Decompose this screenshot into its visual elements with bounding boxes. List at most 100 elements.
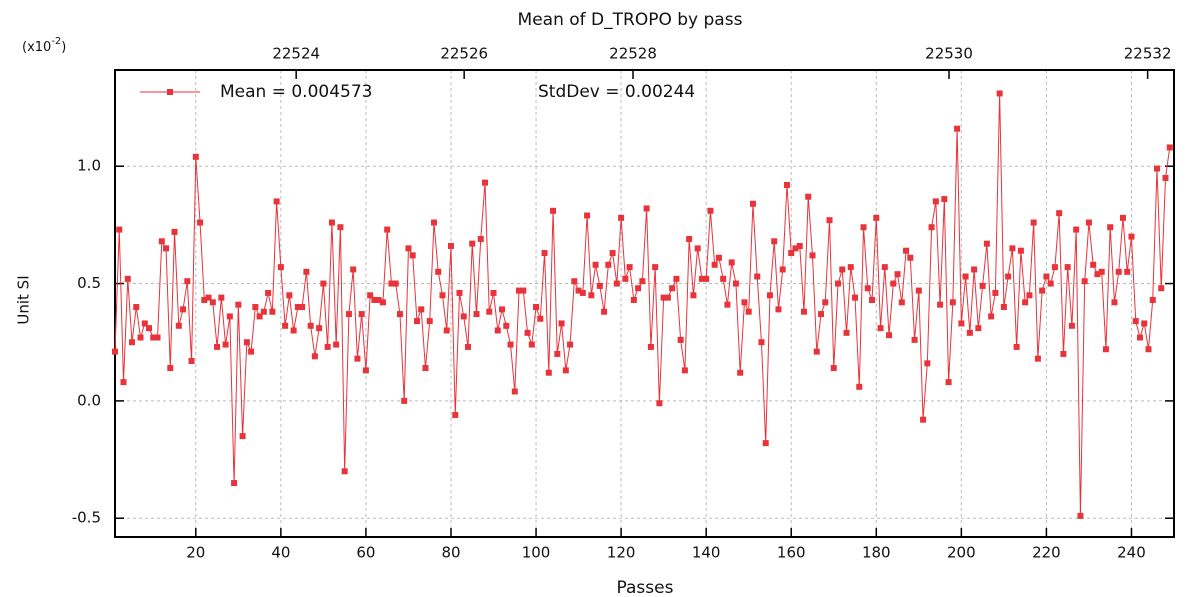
data-marker: [235, 301, 242, 308]
data-marker: [558, 320, 565, 327]
data-marker: [1090, 261, 1097, 268]
data-marker: [328, 219, 335, 226]
data-marker: [924, 360, 931, 367]
data-marker: [788, 250, 795, 257]
data-marker: [435, 268, 442, 275]
data-marker: [371, 296, 378, 303]
data-marker: [1094, 271, 1101, 278]
data-marker: [1077, 512, 1084, 519]
multiplier-prefix: (x10: [22, 40, 51, 55]
data-marker: [214, 343, 221, 350]
data-marker: [426, 318, 433, 325]
data-marker: [686, 235, 693, 242]
data-marker: [337, 224, 344, 231]
data-marker: [792, 245, 799, 252]
data-marker: [822, 299, 829, 306]
data-marker: [248, 348, 255, 355]
data-marker: [146, 325, 153, 332]
data-marker: [307, 322, 314, 329]
data-marker: [1017, 247, 1024, 254]
data-marker: [1166, 144, 1173, 151]
data-marker: [996, 90, 1003, 97]
data-marker: [575, 287, 582, 294]
data-marker: [920, 416, 927, 423]
data-marker: [873, 214, 880, 221]
data-marker: [1051, 264, 1058, 271]
data-marker: [120, 379, 127, 386]
data-marker: [396, 311, 403, 318]
data-marker: [937, 301, 944, 308]
data-marker: [524, 329, 531, 336]
data-marker: [511, 388, 518, 395]
x-tick-label: 200: [947, 544, 976, 562]
data-marker: [694, 245, 701, 252]
data-marker: [1013, 343, 1020, 350]
data-marker: [341, 468, 348, 475]
y-tick-label: -0.5: [72, 509, 101, 527]
data-marker: [800, 308, 807, 315]
data-marker: [835, 280, 842, 287]
data-marker: [311, 353, 318, 360]
data-marker: [915, 287, 922, 294]
x-tick-label: 220: [1032, 544, 1061, 562]
legend-marker: [167, 89, 173, 95]
data-marker: [928, 224, 935, 231]
data-marker: [205, 294, 212, 301]
x-tick-label: 140: [692, 544, 721, 562]
data-marker: [1047, 280, 1054, 287]
x2-tick-label: 22524: [272, 45, 320, 63]
x-tick-label: 60: [356, 544, 375, 562]
data-marker: [567, 341, 574, 348]
data-marker: [192, 153, 199, 160]
data-marker: [1107, 224, 1114, 231]
data-marker: [562, 367, 569, 374]
data-marker: [588, 292, 595, 299]
data-marker: [362, 367, 369, 374]
data-marker: [269, 308, 276, 315]
data-marker: [180, 306, 187, 313]
data-marker: [983, 240, 990, 247]
data-marker: [941, 196, 948, 203]
data-marker: [158, 238, 165, 245]
data-marker: [137, 334, 144, 341]
data-marker: [724, 301, 731, 308]
data-marker: [1000, 304, 1007, 311]
data-marker: [1068, 322, 1075, 329]
chart-title: Mean of D_TROPO by pass: [518, 10, 743, 30]
multiplier-exponent: -2: [51, 36, 61, 47]
data-marker: [839, 266, 846, 273]
data-marker: [430, 219, 437, 226]
data-marker: [975, 325, 982, 332]
data-marker: [277, 264, 284, 271]
data-marker: [771, 238, 778, 245]
data-marker: [290, 327, 297, 334]
data-marker: [869, 296, 876, 303]
data-marker: [826, 217, 833, 224]
multiplier-suffix: ): [61, 40, 66, 55]
data-marker: [856, 383, 863, 390]
data-marker: [592, 261, 599, 268]
data-marker: [860, 224, 867, 231]
data-marker: [141, 320, 148, 327]
data-marker: [175, 322, 182, 329]
data-marker: [745, 308, 752, 315]
data-marker: [762, 440, 769, 447]
data-marker: [958, 320, 965, 327]
x2-tick-label: 22532: [1124, 45, 1172, 63]
data-marker: [507, 341, 514, 348]
data-marker: [809, 252, 816, 259]
data-marker: [439, 292, 446, 299]
data-marker: [171, 228, 178, 235]
data-marker: [1060, 350, 1067, 357]
data-marker: [286, 292, 293, 299]
data-marker: [375, 296, 382, 303]
data-marker: [520, 287, 527, 294]
data-marker: [163, 245, 170, 252]
data-marker: [1064, 264, 1071, 271]
data-marker: [596, 282, 603, 289]
data-marker: [447, 243, 454, 250]
x2-tick-label: 22530: [925, 45, 973, 63]
data-marker: [554, 350, 561, 357]
data-marker: [477, 235, 484, 242]
data-marker: [473, 311, 480, 318]
